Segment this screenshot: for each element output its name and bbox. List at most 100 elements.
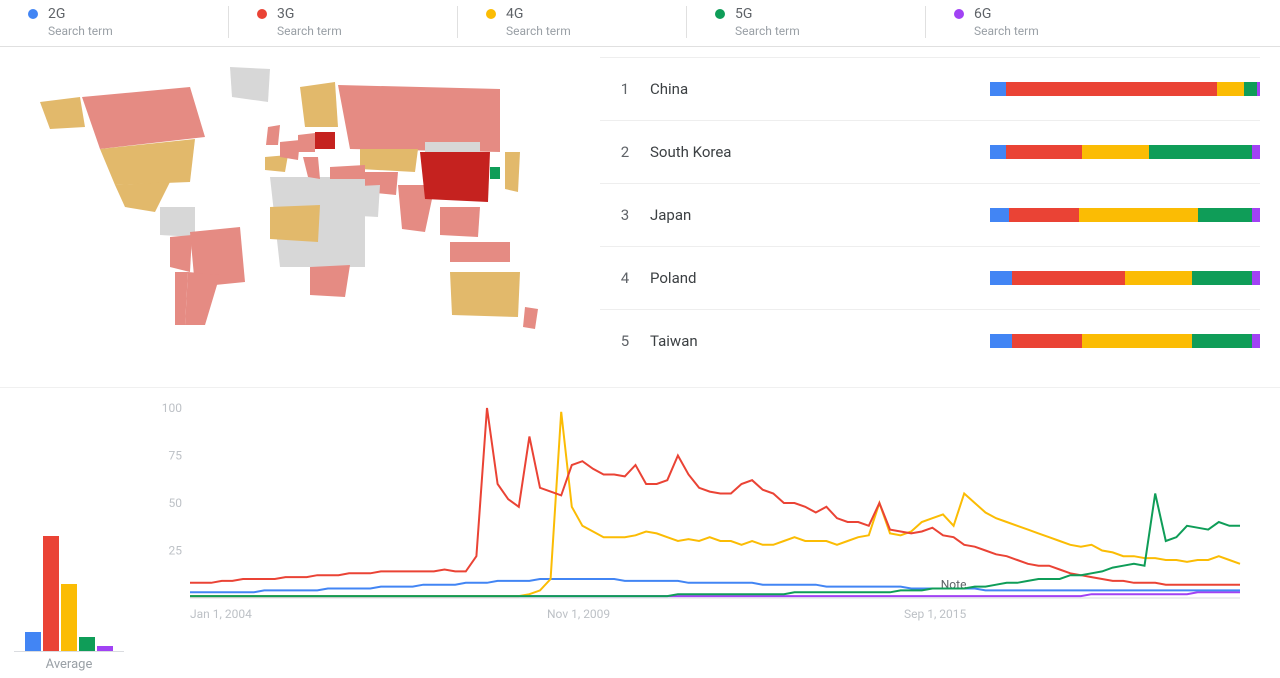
rank-bar-segment-s6g: [1257, 82, 1260, 96]
rank-region-name: Poland: [650, 269, 990, 287]
map-land: [160, 207, 195, 237]
rank-number: 2: [600, 143, 650, 161]
map-region-poland[interactable]: [315, 132, 335, 149]
legend-term-label: 4G: [506, 6, 523, 22]
ranked-regions: 1China2South Korea3Japan4Poland5Taiwan: [600, 47, 1280, 387]
map-region-australia[interactable]: [450, 272, 520, 317]
rank-bar-segment-s2g: [990, 334, 1012, 348]
legend-subtitle: Search term: [954, 24, 1144, 38]
rank-breakdown-bar: [990, 271, 1260, 285]
rank-breakdown-bar: [990, 82, 1260, 96]
map-region-safrica[interactable]: [310, 265, 350, 297]
timeline-chart-svg: 25 50 75 100 Jan 1, 2004 Nov 1, 2009 Sep 1, 20…: [140, 398, 1250, 628]
legend-dot-icon: [486, 9, 496, 19]
chart-y-tick: 50: [169, 496, 183, 510]
map-region-germany[interactable]: [298, 133, 315, 152]
map-region-canada[interactable]: [82, 87, 205, 149]
rank-bar-segment-s4g: [1125, 271, 1193, 285]
avg-bar-s3g: [43, 536, 59, 651]
rank-row[interactable]: 5Taiwan: [600, 309, 1260, 372]
legend-term-6g[interactable]: 6GSearch term: [925, 6, 1164, 38]
map-region-egypt[interactable]: [320, 187, 342, 209]
avg-bar-s2g: [25, 632, 41, 651]
rank-region-name: Japan: [650, 206, 990, 224]
map-region-seasia[interactable]: [440, 207, 480, 237]
rank-bar-segment-s6g: [1252, 145, 1260, 159]
map-region-japan[interactable]: [505, 152, 520, 192]
legend-term-label: 5G: [735, 6, 752, 22]
map-region-greenland[interactable]: [230, 67, 270, 102]
rank-region-name: China: [650, 80, 990, 98]
legend-dot-icon: [28, 9, 38, 19]
chart-y-tick: 100: [162, 401, 182, 415]
legend-term-2g[interactable]: 2GSearch term: [0, 6, 228, 38]
world-map-svg: [20, 57, 540, 337]
rank-bar-segment-s3g: [1006, 145, 1082, 159]
legend-subtitle: Search term: [257, 24, 437, 38]
map-region-skorea[interactable]: [490, 167, 500, 179]
legend-row: 2GSearch term3GSearch term4GSearch term5…: [0, 0, 1280, 47]
rank-bar-segment-s6g: [1252, 334, 1260, 348]
map-region-china[interactable]: [420, 152, 490, 202]
average-panel: Average: [0, 398, 140, 678]
rank-bar-segment-s3g: [1006, 82, 1217, 96]
rank-row[interactable]: 2South Korea: [600, 120, 1260, 183]
map-region-russia[interactable]: [338, 85, 500, 152]
rank-breakdown-bar: [990, 334, 1260, 348]
rank-number: 5: [600, 332, 650, 350]
rank-bar-segment-s5g: [1198, 208, 1252, 222]
rank-region-name: Taiwan: [650, 332, 990, 350]
legend-term-3g[interactable]: 3G Search term: [228, 6, 457, 38]
map-region-italy[interactable]: [303, 157, 320, 179]
rank-number: 4: [600, 269, 650, 287]
chart-y-tick: 75: [169, 449, 183, 463]
legend-dot-icon: [257, 9, 267, 19]
legend-dot-icon: [954, 9, 964, 19]
rank-row[interactable]: 4Poland: [600, 246, 1260, 309]
map-region-alaska[interactable]: [40, 97, 85, 129]
map-region-wafrica[interactable]: [270, 205, 320, 242]
rank-bar-segment-s3g: [1012, 334, 1082, 348]
map-region-turkey[interactable]: [330, 165, 365, 179]
rank-bar-segment-s5g: [1149, 145, 1252, 159]
map-region-uk[interactable]: [266, 125, 280, 145]
legend-term-4g[interactable]: 4G Search term: [457, 6, 686, 38]
rank-bar-segment-s2g: [990, 82, 1006, 96]
legend-term-label: 3G: [277, 6, 294, 22]
rank-region-name: South Korea: [650, 143, 990, 161]
chart-x-tick: Jan 1, 2004: [190, 607, 252, 621]
chart-x-tick: Nov 1, 2009: [547, 607, 610, 621]
rank-breakdown-bar: [990, 208, 1260, 222]
legend-term-label: 2G: [48, 6, 65, 22]
map-region-kazakhstan[interactable]: [360, 149, 418, 172]
map-and-rank-row: 1China2South Korea3Japan4Poland5Taiwan: [0, 47, 1280, 388]
rank-bar-segment-s4g: [1079, 208, 1198, 222]
rank-bar-segment-s3g: [1012, 271, 1125, 285]
rank-bar-segment-s2g: [990, 208, 1009, 222]
map-region-indonesia[interactable]: [450, 242, 510, 262]
legend-term-5g[interactable]: 5G Search term: [686, 6, 925, 38]
rank-bar-segment-s4g: [1082, 145, 1150, 159]
map-region-argentina[interactable]: [185, 272, 220, 325]
map-region-nz[interactable]: [523, 307, 538, 329]
map-region-france[interactable]: [280, 140, 300, 160]
rank-row[interactable]: 3Japan: [600, 183, 1260, 246]
rank-breakdown-bar: [990, 145, 1260, 159]
map-region-nordics[interactable]: [300, 82, 338, 127]
legend-subtitle: Search term: [486, 24, 666, 38]
average-bars: [14, 531, 124, 652]
map-region-peru[interactable]: [170, 235, 192, 272]
rank-row[interactable]: 1China: [600, 57, 1260, 120]
map-region-mongolia[interactable]: [425, 142, 480, 152]
rank-bar-segment-s4g: [1217, 82, 1244, 96]
rank-bar-segment-s5g: [1244, 82, 1258, 96]
legend-subtitle: Search term: [715, 24, 905, 38]
chart-series-s2g: [190, 579, 1240, 592]
chart-x-tick: Sep 1, 2015: [904, 607, 967, 621]
map-region-saudi[interactable]: [340, 185, 380, 217]
chart-y-tick: 25: [169, 544, 183, 558]
rank-bar-segment-s3g: [1009, 208, 1079, 222]
rank-bar-segment-s5g: [1192, 334, 1251, 348]
world-map: [0, 47, 600, 387]
chart-series-s5g: [190, 494, 1240, 597]
